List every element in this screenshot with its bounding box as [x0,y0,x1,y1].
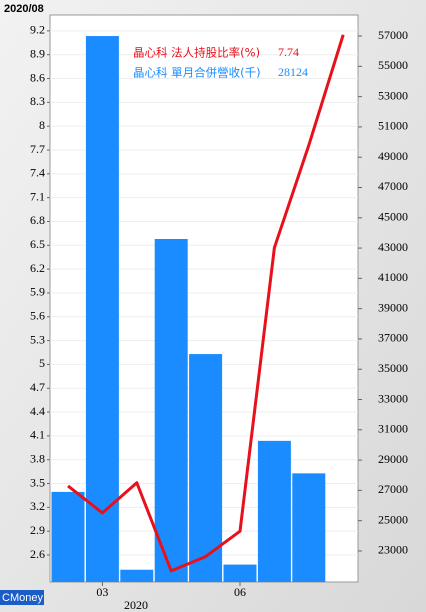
y-tick-label: 8.3 [30,94,45,108]
y2-tick-label: 27000 [378,482,408,496]
y-tick-label: 4.1 [30,428,45,442]
bar [154,238,188,583]
y-tick-label: 5 [39,356,45,370]
bar [223,564,257,582]
y2-tick-label: 39000 [378,300,408,314]
y-tick-label: 3.5 [30,475,45,489]
y2-tick-label: 45000 [378,210,408,224]
y2-tick-label: 53000 [378,88,408,102]
y-tick-label: 7.4 [30,166,45,180]
x-tick-label: 06 [234,585,246,599]
y-tick-label: 4.7 [30,380,45,394]
y-tick-label: 9.2 [30,23,45,37]
bar [51,491,85,582]
y-tick-label: 7.1 [30,189,45,203]
y2-tick-label: 57000 [378,28,408,42]
bar [257,440,291,582]
y2-tick-label: 25000 [378,512,408,526]
y-tick-label: 8.6 [30,70,45,84]
legend-label: 晶心科 單月合併營收(千) [133,66,261,80]
y2-tick-label: 55000 [378,58,408,72]
y-tick-label: 8 [39,118,45,132]
y2-tick-label: 49000 [378,149,408,163]
legend-label: 晶心科 法人持股比率(%) [133,46,260,60]
legend-value: 7.74 [278,45,299,59]
y2-tick-label: 43000 [378,240,408,254]
x-tick-label: 03 [96,585,108,599]
y-tick-label: 3.8 [30,451,45,465]
watermark: CMoney [2,592,43,604]
y-tick-label: 3.2 [30,499,45,513]
y2-tick-label: 31000 [378,422,408,436]
y-tick-label: 5.6 [30,309,45,323]
y-tick-label: 2.9 [30,523,45,537]
chart-title: 2020/08 [4,3,44,15]
bar [189,354,223,582]
bar [292,473,326,582]
y-tick-label: 7.7 [30,142,45,156]
watermark-box [0,590,44,605]
y-tick-label: 4.4 [30,404,45,418]
y-tick-label: 5.9 [30,285,45,299]
line [67,34,345,573]
bar [85,36,119,583]
y2-tick-label: 23000 [378,543,408,557]
y-tick-label: 8.9 [30,46,45,60]
y-tick-label: 6.5 [30,237,45,251]
y2-tick-label: 37000 [378,331,408,345]
y-tick-label: 6.2 [30,261,45,275]
y2-tick-label: 41000 [378,270,408,284]
legend-value: 28124 [278,65,308,79]
y2-tick-label: 29000 [378,452,408,466]
y-tick-label: 5.3 [30,332,45,346]
x-sublabel: 2020 [124,598,148,612]
y-tick-label: 2.6 [30,547,45,561]
y2-tick-label: 51000 [378,119,408,133]
y-tick-label: 6.8 [30,213,45,227]
y2-tick-label: 35000 [378,361,408,375]
y2-tick-label: 33000 [378,391,408,405]
bar [120,569,154,582]
y2-tick-label: 47000 [378,179,408,193]
